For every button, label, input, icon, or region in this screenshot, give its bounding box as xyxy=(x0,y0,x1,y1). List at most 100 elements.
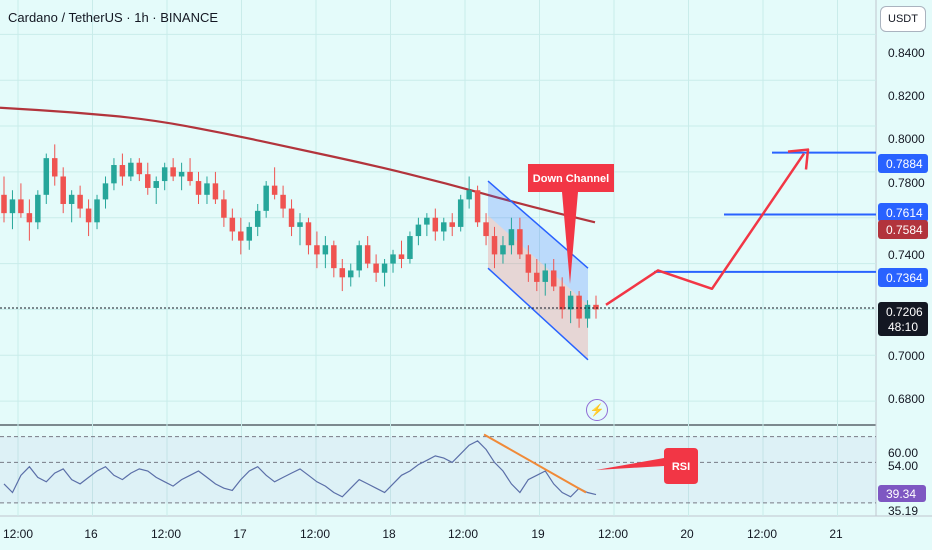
candle-body xyxy=(111,165,117,184)
candle-body xyxy=(305,222,312,246)
candle-body xyxy=(9,199,16,214)
candle-body xyxy=(77,194,83,209)
down-channel-callout[interactable]: Down Channel xyxy=(528,164,614,284)
candle-body xyxy=(567,295,574,310)
candle-body xyxy=(517,229,523,255)
candle-body xyxy=(364,245,371,264)
candle-body xyxy=(373,263,379,273)
price-tick: 0.7000 xyxy=(888,349,925,363)
candle-body xyxy=(204,183,210,195)
candle-body xyxy=(314,245,320,255)
candle-body xyxy=(525,254,532,273)
candle-body xyxy=(457,199,464,227)
price-badge-mid: 0.7614 xyxy=(878,203,928,222)
candle-body xyxy=(170,167,176,177)
time-tick: 18 xyxy=(382,527,396,541)
candle-body xyxy=(212,183,219,200)
candle-body xyxy=(407,236,413,259)
candle-body xyxy=(508,229,515,246)
candle-body xyxy=(280,194,286,209)
candle-body xyxy=(85,208,92,223)
candle-body xyxy=(356,245,362,271)
candle-body xyxy=(68,194,75,204)
candle-body xyxy=(559,286,565,310)
candle-body xyxy=(297,222,303,227)
candle-body xyxy=(254,210,261,227)
projection-arrowhead xyxy=(787,148,810,170)
channel-upper-fill xyxy=(488,181,588,305)
time-tick: 12:00 xyxy=(151,527,181,541)
candle-body xyxy=(1,194,7,214)
time-tick: 12:00 xyxy=(598,527,628,541)
time-tick: 19 xyxy=(531,527,545,541)
candle-body xyxy=(347,270,354,278)
moving-average xyxy=(0,106,596,224)
candle-body xyxy=(390,254,396,264)
candle-body xyxy=(584,304,591,319)
candle-body xyxy=(424,217,430,225)
time-tick: 17 xyxy=(233,527,247,541)
candle-body xyxy=(271,185,278,195)
price-axis[interactable] xyxy=(876,0,932,516)
price-tick: 0.6800 xyxy=(888,392,925,406)
rsi-tick: 35.19 xyxy=(888,504,918,518)
price-badge-target: 0.7884 xyxy=(878,154,928,173)
countdown-text: 48:10 xyxy=(888,320,918,334)
price-badge-current: 0.7206 48:10 xyxy=(878,302,928,336)
candle-body xyxy=(550,270,557,287)
candle-body xyxy=(542,270,549,282)
candle-body xyxy=(576,295,582,319)
main-pane xyxy=(0,0,876,424)
candle-body xyxy=(60,176,66,204)
candle-body xyxy=(534,272,540,282)
time-tick: 12:00 xyxy=(3,527,33,541)
candle-body xyxy=(153,181,159,188)
candle-body xyxy=(161,167,168,182)
rsi-callout-text: RSI xyxy=(672,461,690,473)
rsi-line xyxy=(3,440,597,498)
candle-body xyxy=(415,224,422,237)
rsi-band xyxy=(0,436,876,504)
candle-body xyxy=(491,236,498,255)
time-ticks: 12:00 16 12:00 17 12:00 18 12:00 19 12:0… xyxy=(3,527,843,541)
candle-body xyxy=(238,231,244,241)
candle-body xyxy=(593,304,599,310)
price-tick: 0.7800 xyxy=(888,176,925,190)
lightning-icon[interactable]: ⚡ xyxy=(586,399,608,421)
candle-body xyxy=(339,268,346,278)
candle-body xyxy=(128,162,134,177)
time-axis[interactable] xyxy=(0,516,932,550)
candle-body xyxy=(43,158,50,195)
candle-body xyxy=(136,162,143,175)
candle-body xyxy=(483,222,489,237)
rsi-current-text: 39.34 xyxy=(886,487,916,501)
rsi-tick: 60.00 xyxy=(888,446,918,460)
price-ticks: 0.8400 0.8200 0.8000 0.7800 0.7400 0.700… xyxy=(888,46,925,406)
candle-body xyxy=(398,254,405,259)
grid-lines xyxy=(0,0,876,516)
rsi-callout[interactable]: RSI xyxy=(596,448,698,484)
price-tick: 0.8000 xyxy=(888,132,925,146)
symbol-title[interactable]: Cardano / TetherUS · 1h · BINANCE xyxy=(8,10,219,25)
candle-body xyxy=(500,245,506,255)
candle-body xyxy=(229,217,236,232)
rsi-current-badge: 39.34 xyxy=(878,485,926,502)
projection-path xyxy=(605,152,806,306)
rsi-indicator xyxy=(0,433,876,504)
candle-body xyxy=(18,199,24,214)
price-badge-text: 0.7364 xyxy=(886,271,923,285)
price-tick: 0.8400 xyxy=(888,46,925,60)
currency-button[interactable]: USDT xyxy=(880,6,926,32)
candle-body xyxy=(466,190,472,200)
candle-body xyxy=(449,222,455,227)
candle-body xyxy=(263,185,269,211)
rsi-tick: 54.00 xyxy=(888,459,918,473)
down-channel xyxy=(487,180,589,361)
time-tick: 20 xyxy=(680,527,694,541)
current-price-text: 0.7206 xyxy=(886,305,923,319)
candle-body xyxy=(288,208,295,227)
candle-body xyxy=(145,174,151,188)
price-badge-text: 0.7614 xyxy=(886,206,923,220)
callout-text: Down Channel xyxy=(533,173,609,185)
